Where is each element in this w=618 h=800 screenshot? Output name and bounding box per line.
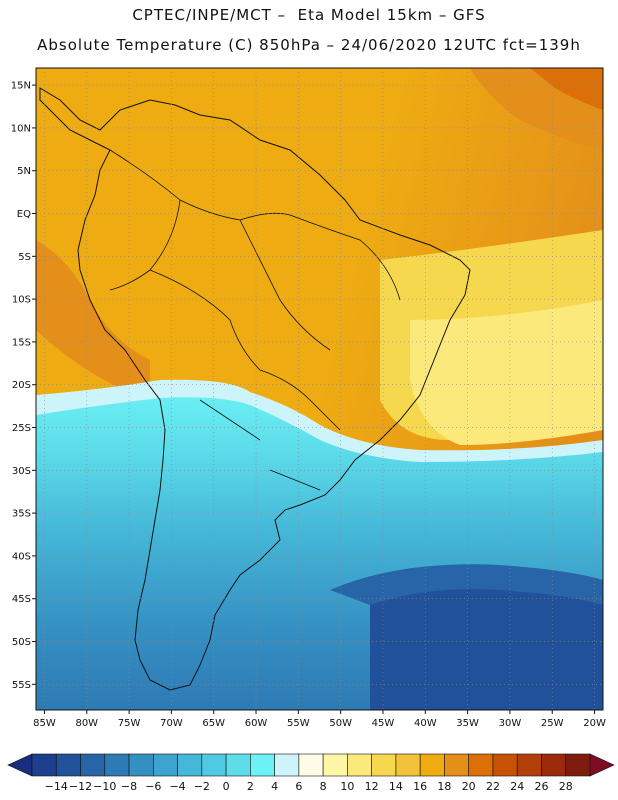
colorbar-swatch (250, 753, 275, 777)
colorbar-swatch (541, 753, 567, 777)
south-america-outline (39, 87, 471, 691)
hotter-area-ne (530, 68, 603, 110)
colorbar-label: 28 (559, 780, 573, 793)
lat-label: 35S (12, 509, 31, 520)
colorbar-label: −2 (194, 780, 210, 793)
lat-label: 30S (12, 466, 31, 477)
chart-title: CPTEC/INPE/MCT – Eta Model 15km – GFS (132, 6, 486, 24)
colorbar-label: 4 (271, 780, 278, 793)
colorbar-swatch (565, 753, 591, 777)
lon-label: 35W (456, 718, 479, 729)
lat-label: 5S (18, 252, 31, 263)
colorbar-swatch (322, 753, 348, 777)
lon-label: 45W (372, 718, 395, 729)
lon-label: 65W (202, 718, 225, 729)
colorbar-label: 24 (510, 780, 524, 793)
colorbar-label: 2 (247, 780, 254, 793)
lat-label: 10N (11, 123, 31, 134)
lat-label: 5N (17, 166, 31, 177)
colorbar-swatch (80, 753, 106, 777)
colorbar-labels: −14 −12 −10 −8 −6 −4 −2 0 2 4 6 8 10 12 14 16 18 20 22 24 26… (45, 780, 573, 793)
temperature-field (36, 68, 603, 710)
colorbar-under-arrow (7, 753, 33, 777)
colorbar-swatch (225, 753, 251, 777)
lon-label: 20W (583, 718, 606, 729)
colorbar-label: 14 (389, 780, 403, 793)
colorbar-label: 0 (223, 780, 230, 793)
map-frame (35, 67, 604, 711)
colorbar-swatch (177, 753, 203, 777)
colorbar-label: 10 (340, 780, 354, 793)
colorbar-swatch (153, 753, 178, 777)
colorbar-swatch (31, 753, 57, 777)
lat-label: 25S (12, 423, 31, 434)
colorbar-label: −8 (121, 780, 137, 793)
lat-label: 55S (12, 680, 31, 691)
lat-label: 40S (12, 551, 31, 562)
lat-label: 20S (12, 380, 31, 391)
colorbar (7, 753, 615, 777)
lon-label: 55W (287, 718, 310, 729)
latitude-labels: 15N 10N 5N EQ 5S 10S 15S 20S 25S 30S 35S 40S 45S 50S 5… (11, 81, 36, 691)
lon-label: 70W (160, 718, 183, 729)
colorbar-label: 20 (462, 780, 476, 793)
lat-label: EQ (17, 209, 31, 220)
lat-label: 10S (12, 295, 31, 306)
colorbar-label: 12 (365, 780, 379, 793)
colder-area (330, 564, 603, 605)
colorbar-swatch (492, 753, 518, 777)
colorbar-label: 18 (437, 780, 451, 793)
lon-label: 85W (33, 718, 56, 729)
colorbar-swatch (128, 753, 154, 777)
lat-label: 45S (12, 594, 31, 605)
colorbar-swatch (274, 753, 300, 777)
lon-label: 75W (118, 718, 141, 729)
lon-label: 80W (75, 718, 98, 729)
colorbar-label: 16 (413, 780, 427, 793)
lon-label: 40W (414, 718, 437, 729)
lat-label: 15S (12, 337, 31, 348)
colorbar-swatch (395, 753, 421, 777)
colorbar-swatch (201, 753, 227, 777)
colorbar-swatch (55, 753, 81, 777)
colorbar-label: −14 (45, 780, 68, 793)
lon-label: 25W (541, 718, 564, 729)
colorbar-swatch (347, 753, 372, 777)
lon-label: 30W (499, 718, 522, 729)
lat-label: 15N (11, 81, 31, 92)
lat-label: 50S (12, 637, 31, 648)
colorbar-over-arrow (589, 753, 615, 777)
colorbar-swatch (468, 753, 494, 777)
colorbar-swatch (419, 753, 445, 777)
warm-band-west (36, 240, 150, 400)
transition-band (36, 379, 603, 462)
graticule (36, 68, 603, 710)
colorbar-swatch (104, 753, 130, 777)
colorbar-label: −6 (145, 780, 161, 793)
longitude-labels: 85W 80W 75W 70W 65W 60W 55W 50W 45W 40W 35W 30W 25W 2… (33, 710, 606, 729)
colorbar-label: −12 (69, 780, 92, 793)
colorbar-swatch (298, 753, 324, 777)
colorbar-label: 8 (320, 780, 327, 793)
colorbar-label: −10 (93, 780, 116, 793)
atlantic-light-yellow (410, 300, 603, 445)
colorbar-swatch (516, 753, 542, 777)
coldest-area (370, 584, 603, 710)
country-borders (109, 149, 401, 491)
colorbar-label: 6 (295, 780, 302, 793)
chart-subtitle: Absolute Temperature (C) 850hPa – 24/06/… (37, 36, 581, 54)
colorbar-swatch (371, 753, 397, 777)
colorbar-label: −4 (169, 780, 185, 793)
lon-label: 60W (245, 718, 268, 729)
colorbar-label: 22 (486, 780, 500, 793)
lon-label: 50W (329, 718, 352, 729)
colorbar-label: 26 (534, 780, 548, 793)
colorbar-swatch (444, 753, 469, 777)
